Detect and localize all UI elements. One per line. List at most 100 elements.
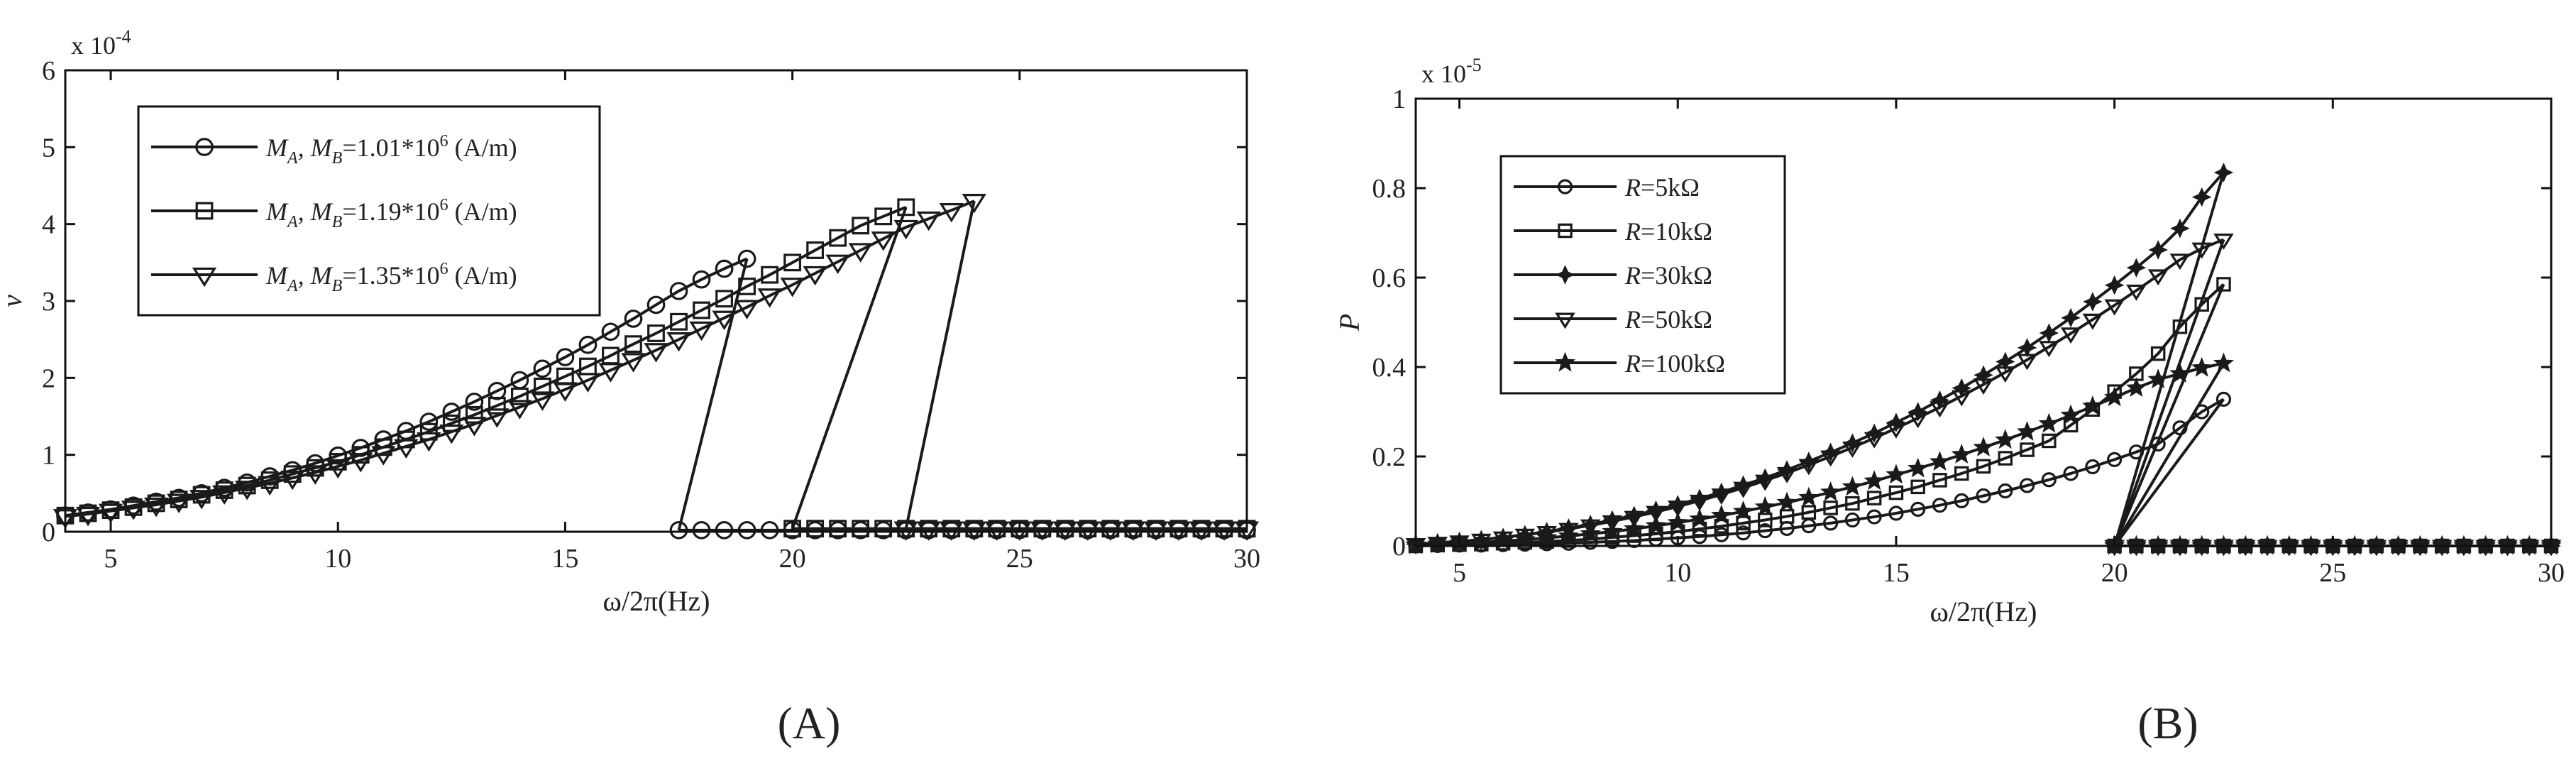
data-point (1864, 432, 1885, 449)
data-point (1820, 481, 1842, 501)
data-point (2104, 275, 2125, 295)
data-point (962, 194, 986, 214)
data-point (1801, 505, 1817, 520)
data-point (2150, 346, 2166, 361)
legend-entry: MA, MB=1.01*106 (A/m) (265, 132, 517, 168)
data-point (166, 493, 192, 513)
data-point (75, 506, 101, 527)
data-point (211, 485, 237, 505)
data-point (530, 391, 555, 411)
data-point (371, 446, 396, 466)
data-point (1954, 466, 1969, 481)
data-point (852, 217, 870, 235)
data-point (1929, 451, 1951, 471)
data-point (1514, 528, 1536, 549)
data-point (2169, 253, 2191, 270)
data-point (621, 353, 646, 373)
data-point (1776, 466, 1798, 483)
data-point (783, 520, 802, 538)
x-tick-label: 10 (1664, 558, 1691, 588)
data-point (306, 459, 324, 477)
y-tick-label: 3 (42, 287, 55, 317)
panel-a: 5 10 15 20 25 30 0 1 2 3 4 5 6 x 10-4 v ω/2π(Hz) (A) MA, … (0, 26, 1260, 748)
data-point (1798, 486, 1820, 507)
data-point (712, 310, 737, 331)
data-point (666, 332, 691, 352)
y-exponent-label: x 10-4 (71, 26, 131, 60)
data-point (1951, 444, 1972, 464)
data-point (1845, 496, 1860, 511)
jump-line (2113, 239, 2225, 547)
data-point (669, 520, 688, 540)
jump-line (2113, 283, 2225, 547)
data-point (874, 207, 893, 226)
data-point (1755, 474, 1776, 491)
data-point (693, 301, 710, 319)
data-point (1908, 402, 1928, 422)
legend: MA, MB=1.01*106 (A/m) MA, MB=1.19*106 (A/… (137, 105, 601, 317)
data-point (1932, 473, 1947, 488)
y-tick-label: 1 (1392, 84, 1406, 114)
x-tick-label: 30 (2538, 558, 2565, 588)
y-tick-label: 0.4 (1372, 353, 1407, 383)
data-point (1536, 527, 1558, 547)
x-tick-label: 15 (1883, 558, 1910, 588)
data-point (1820, 450, 1841, 467)
data-point (2104, 299, 2125, 316)
data-point (1580, 522, 1601, 543)
data-point (1930, 401, 1950, 418)
y-tick-label: 4 (42, 210, 55, 240)
data-point (1888, 505, 1904, 521)
data-point (534, 377, 551, 395)
data-point (417, 432, 441, 452)
data-point (485, 408, 510, 428)
data-point (1951, 390, 1972, 407)
data-point (189, 490, 214, 510)
jump-line (2113, 172, 2225, 547)
data-point (715, 520, 734, 540)
data-point (1558, 522, 1579, 540)
legend-marker (195, 138, 214, 156)
y-tick-label: 0 (1392, 532, 1406, 562)
data-point (2082, 395, 2103, 415)
data-point (715, 290, 733, 308)
data-point (1866, 509, 1882, 525)
data-point (2041, 472, 2057, 488)
y-tick-label: 1 (42, 441, 55, 471)
data-point (897, 198, 915, 217)
legend-entry: MA, MB=1.35*106 (A/m) (265, 260, 517, 295)
data-point (465, 405, 483, 424)
x-tick-label: 20 (2101, 558, 2128, 588)
legend-marker (1555, 312, 1575, 329)
data-point (1667, 500, 1688, 517)
data-point (1757, 522, 1773, 539)
data-point (644, 343, 668, 363)
data-point (1995, 429, 2016, 449)
legend-entry: R=10kΩ (1624, 217, 1712, 246)
data-point (1689, 494, 1710, 511)
data-point (1886, 464, 1907, 484)
y-tick-label: 5 (42, 133, 55, 163)
data-point (1844, 512, 1860, 528)
data-point (829, 229, 847, 247)
x-tick-label: 30 (1233, 544, 1260, 574)
jump-line (904, 200, 976, 530)
data-point (2103, 386, 2125, 407)
data-point (1910, 479, 1925, 495)
data-point (348, 453, 373, 473)
data-point (1776, 491, 1798, 512)
data-point (280, 471, 305, 491)
data-point (326, 459, 351, 479)
data-point (783, 253, 802, 272)
data-point (462, 417, 487, 437)
data-point (874, 520, 893, 538)
data-point (916, 211, 941, 231)
data-point (692, 520, 711, 540)
data-point (2019, 478, 2035, 493)
data-point (2083, 292, 2103, 312)
data-point (825, 254, 850, 275)
data-point (803, 266, 827, 286)
data-point (1758, 513, 1773, 527)
data-point (235, 481, 260, 500)
data-point (2147, 368, 2169, 389)
